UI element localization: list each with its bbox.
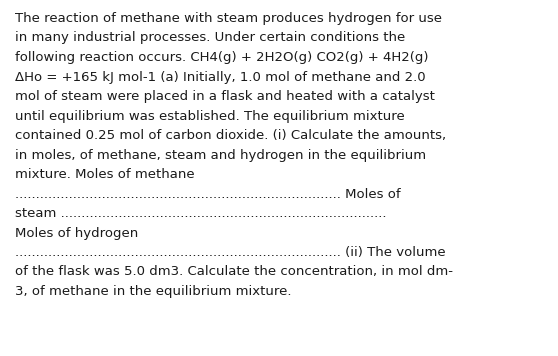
Text: contained 0.25 mol of carbon dioxide. (i) Calculate the amounts,: contained 0.25 mol of carbon dioxide. (i…: [15, 129, 446, 142]
Text: mol of steam were placed in a flask and heated with a catalyst: mol of steam were placed in a flask and …: [15, 90, 435, 103]
Text: until equilibrium was established. The equilibrium mixture: until equilibrium was established. The e…: [15, 110, 405, 122]
Text: in many industrial processes. Under certain conditions the: in many industrial processes. Under cert…: [15, 31, 405, 44]
Text: The reaction of methane with steam produces hydrogen for use: The reaction of methane with steam produ…: [15, 12, 442, 25]
Text: in moles, of methane, steam and hydrogen in the equilibrium: in moles, of methane, steam and hydrogen…: [15, 148, 426, 162]
Text: following reaction occurs. CH4(g) + 2H2O(g) CO2(g) + 4H2(g): following reaction occurs. CH4(g) + 2H2O…: [15, 51, 429, 64]
Text: of the flask was 5.0 dm3. Calculate the concentration, in mol dm-: of the flask was 5.0 dm3. Calculate the …: [15, 266, 453, 278]
Text: Moles of hydrogen: Moles of hydrogen: [15, 226, 138, 240]
Text: 3, of methane in the equilibrium mixture.: 3, of methane in the equilibrium mixture…: [15, 285, 292, 298]
Text: ............................................................................... : ........................................…: [15, 246, 446, 259]
Text: mixture. Moles of methane: mixture. Moles of methane: [15, 168, 195, 181]
Text: ΔHo = +165 kJ mol-1 (a) Initially, 1.0 mol of methane and 2.0: ΔHo = +165 kJ mol-1 (a) Initially, 1.0 m…: [15, 70, 426, 84]
Text: ............................................................................... : ........................................…: [15, 188, 401, 200]
Text: steam ..........................................................................: steam ..................................…: [15, 207, 387, 220]
